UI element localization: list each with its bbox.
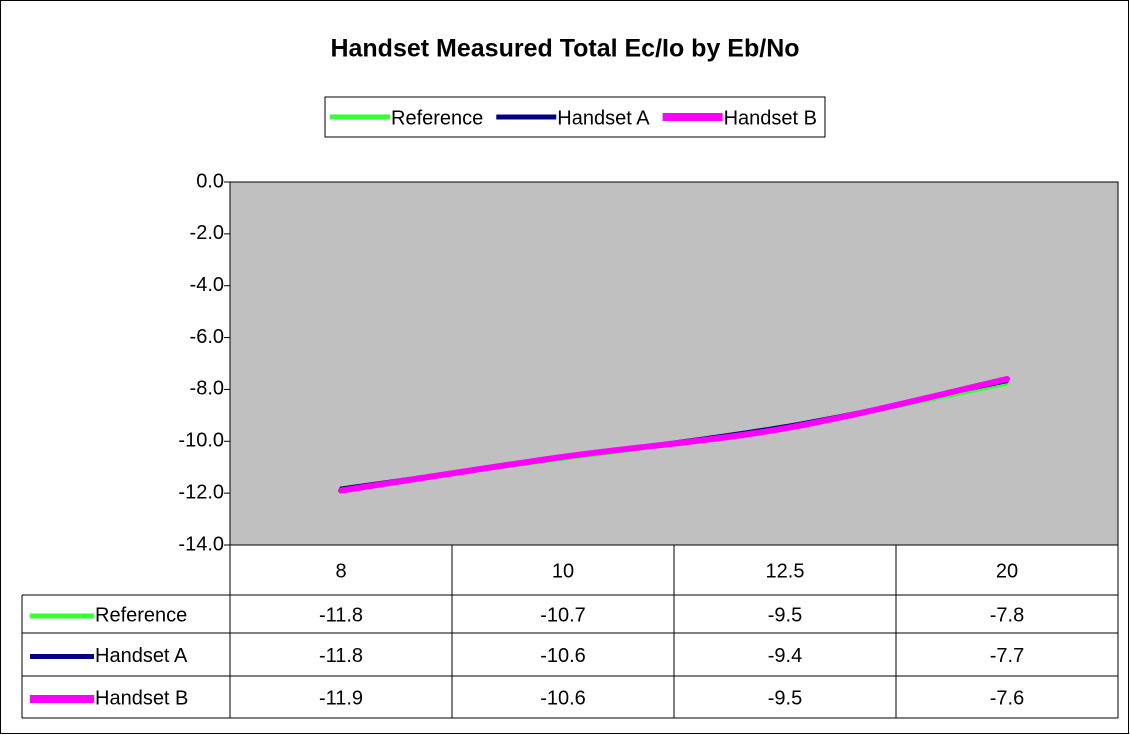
- table-value: -7.8: [990, 604, 1024, 626]
- table-value: -10.7: [540, 604, 586, 626]
- table-value: -9.5: [768, 687, 802, 709]
- table-value: -7.7: [990, 645, 1024, 667]
- legend-label: Handset A: [557, 107, 650, 129]
- table-value: -11.8: [319, 604, 363, 626]
- table-value: -7.6: [990, 687, 1024, 709]
- y-tick-label: -8.0: [190, 378, 224, 400]
- table-value: -10.6: [540, 687, 586, 709]
- y-tick-label: -10.0: [178, 430, 224, 452]
- x-tick-label: 20: [996, 560, 1018, 582]
- y-tick-label: 0.0: [196, 170, 224, 192]
- table-series-name: Handset A: [95, 645, 188, 667]
- table-value: -11.9: [319, 687, 363, 709]
- chart-title: Handset Measured Total Ec/Io by Eb/No: [330, 35, 799, 63]
- table-value: -10.6: [540, 645, 586, 667]
- table-series-name: Handset B: [95, 687, 188, 709]
- table-value: -11.8: [319, 645, 363, 667]
- table-value: -9.4: [768, 645, 802, 667]
- x-tick-label: 12.5: [766, 560, 805, 582]
- table-value: -9.5: [768, 604, 802, 626]
- y-tick-label: -14.0: [178, 533, 224, 555]
- y-tick-label: -2.0: [190, 222, 224, 244]
- y-tick-label: -6.0: [190, 326, 224, 348]
- y-tick-label: -4.0: [190, 274, 224, 296]
- series-line: [338, 376, 1010, 494]
- legend-label: Reference: [391, 107, 483, 129]
- plot-area: [229, 181, 1119, 546]
- y-tick-label: -12.0: [178, 481, 224, 503]
- x-tick-label: 10: [552, 560, 574, 582]
- legend-box: [324, 96, 826, 138]
- x-tick-label: 8: [335, 560, 346, 582]
- table-series-name: Reference: [95, 604, 187, 626]
- legend-label: Handset B: [724, 107, 817, 129]
